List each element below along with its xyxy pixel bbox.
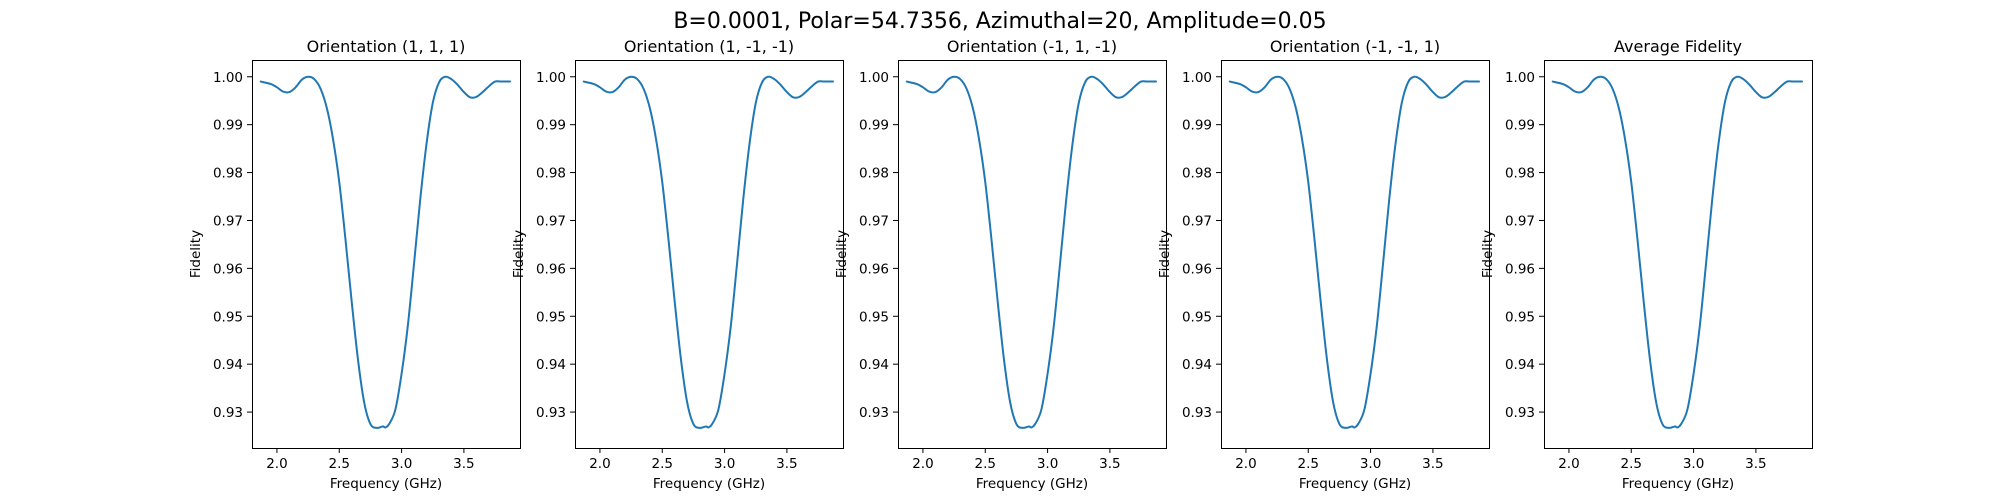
y-axis-label: Fidelity [1157, 230, 1173, 278]
plot-frame [898, 60, 1167, 449]
x-tick-label: 3.0 [1037, 456, 1058, 472]
y-tick-label: 0.99 [1182, 118, 1212, 134]
y-tick-label: 0.98 [859, 166, 889, 182]
x-tick-label: 3.0 [1683, 456, 1704, 472]
y-tick-label: 0.99 [1505, 118, 1535, 134]
y-tick-label: 0.94 [213, 357, 243, 373]
y-tick-label: 0.94 [859, 357, 889, 373]
y-tick-label: 0.94 [1505, 357, 1535, 373]
plot-frame [575, 60, 844, 449]
y-tick-label: 0.93 [1182, 405, 1212, 421]
subplot-5: Average Fidelity 2.0 2.5 3.0 3.5 0.93 0.94 0.95… [1480, 37, 1813, 492]
x-axis-label: Frequency (GHz) [976, 476, 1088, 492]
y-tick-label: 1.00 [859, 70, 889, 86]
subplot-3: Orientation (-1, 1, -1) 2.0 2.5 3.0 3.5 0.93 0… [834, 37, 1167, 492]
y-axis-label: Fidelity [834, 230, 850, 278]
x-tick-label: 3.5 [453, 456, 474, 472]
y-tick-label: 0.93 [859, 405, 889, 421]
y-tick-label: 0.94 [1182, 357, 1212, 373]
y-tick-label: 0.97 [859, 213, 889, 229]
x-tick-label: 2.0 [1235, 456, 1256, 472]
y-tick-label: 0.98 [213, 166, 243, 182]
fidelity-line [1228, 75, 1481, 429]
y-tick-label: 0.95 [859, 309, 889, 325]
x-tick-label: 2.0 [1558, 456, 1579, 472]
x-tick-label: 3.0 [391, 456, 412, 472]
subplot-title: Average Fidelity [1614, 37, 1742, 56]
x-tick-label: 2.0 [912, 456, 933, 472]
fidelity-line [582, 75, 835, 429]
x-tick-label: 2.5 [1621, 456, 1642, 472]
subplot-4: Orientation (-1, -1, 1) 2.0 2.5 3.0 3.5 0.93 0… [1157, 37, 1490, 492]
y-tick-label: 0.99 [859, 118, 889, 134]
y-tick-label: 0.97 [1505, 213, 1535, 229]
y-tick-label: 0.97 [1182, 213, 1212, 229]
x-tick-label: 3.5 [1422, 456, 1443, 472]
subplot-title: Orientation (-1, -1, 1) [1270, 37, 1440, 56]
x-tick-label: 3.0 [714, 456, 735, 472]
y-axis-label: Fidelity [188, 230, 204, 278]
x-axis-label: Frequency (GHz) [653, 476, 765, 492]
x-tick-label: 3.0 [1360, 456, 1381, 472]
x-tick-label: 3.5 [776, 456, 797, 472]
subplot-title: Orientation (1, 1, 1) [307, 37, 466, 56]
fidelity-line [259, 75, 512, 429]
y-tick-label: 0.96 [536, 261, 566, 277]
y-tick-label: 0.98 [1505, 166, 1535, 182]
y-tick-label: 0.93 [1505, 405, 1535, 421]
y-tick-label: 1.00 [213, 70, 243, 86]
x-tick-label: 2.5 [1298, 456, 1319, 472]
y-tick-label: 0.96 [1505, 261, 1535, 277]
y-tick-label: 1.00 [1182, 70, 1212, 86]
y-tick-label: 0.98 [1182, 166, 1212, 182]
y-tick-label: 0.95 [1182, 309, 1212, 325]
y-tick-label: 1.00 [1505, 70, 1535, 86]
subplot-title: Orientation (1, -1, -1) [624, 37, 794, 56]
y-tick-label: 0.95 [1505, 309, 1535, 325]
x-tick-label: 2.5 [975, 456, 996, 472]
x-tick-label: 2.5 [652, 456, 673, 472]
y-tick-label: 0.97 [213, 213, 243, 229]
plot-frame [1221, 60, 1490, 449]
x-axis-label: Frequency (GHz) [330, 476, 442, 492]
y-tick-label: 0.96 [213, 261, 243, 277]
fidelity-line [905, 75, 1158, 429]
subplots: Orientation (1, 1, 1) 2.0 2.5 3.0 3.5 0.93 0.9… [188, 37, 1813, 492]
x-axis-label: Frequency (GHz) [1299, 476, 1411, 492]
y-tick-label: 0.99 [536, 118, 566, 134]
y-tick-label: 0.95 [536, 309, 566, 325]
y-tick-label: 0.96 [1182, 261, 1212, 277]
subplot-1: Orientation (1, 1, 1) 2.0 2.5 3.0 3.5 0.93 0.9… [188, 37, 521, 492]
y-tick-label: 0.99 [213, 118, 243, 134]
y-tick-label: 1.00 [536, 70, 566, 86]
x-tick-label: 2.0 [266, 456, 287, 472]
subplot-2: Orientation (1, -1, -1) 2.0 2.5 3.0 3.5 0.93 0… [511, 37, 844, 492]
y-tick-label: 0.98 [536, 166, 566, 182]
y-tick-label: 0.97 [536, 213, 566, 229]
subplot-title: Orientation (-1, 1, -1) [947, 37, 1117, 56]
y-tick-label: 0.93 [213, 405, 243, 421]
x-tick-label: 2.5 [329, 456, 350, 472]
x-tick-label: 3.5 [1099, 456, 1120, 472]
x-tick-label: 2.0 [589, 456, 610, 472]
y-axis-label: Fidelity [511, 230, 527, 278]
x-tick-label: 3.5 [1745, 456, 1766, 472]
plot-frame [252, 60, 521, 449]
y-tick-label: 0.93 [536, 405, 566, 421]
y-tick-label: 0.95 [213, 309, 243, 325]
y-tick-label: 0.94 [536, 357, 566, 373]
plot-frame [1544, 60, 1813, 449]
y-tick-label: 0.96 [859, 261, 889, 277]
x-axis-label: Frequency (GHz) [1622, 476, 1734, 492]
y-axis-label: Fidelity [1480, 230, 1496, 278]
figure-title: B=0.0001, Polar=54.7356, Azimuthal=20, A… [673, 9, 1326, 34]
fidelity-line [1551, 75, 1804, 429]
